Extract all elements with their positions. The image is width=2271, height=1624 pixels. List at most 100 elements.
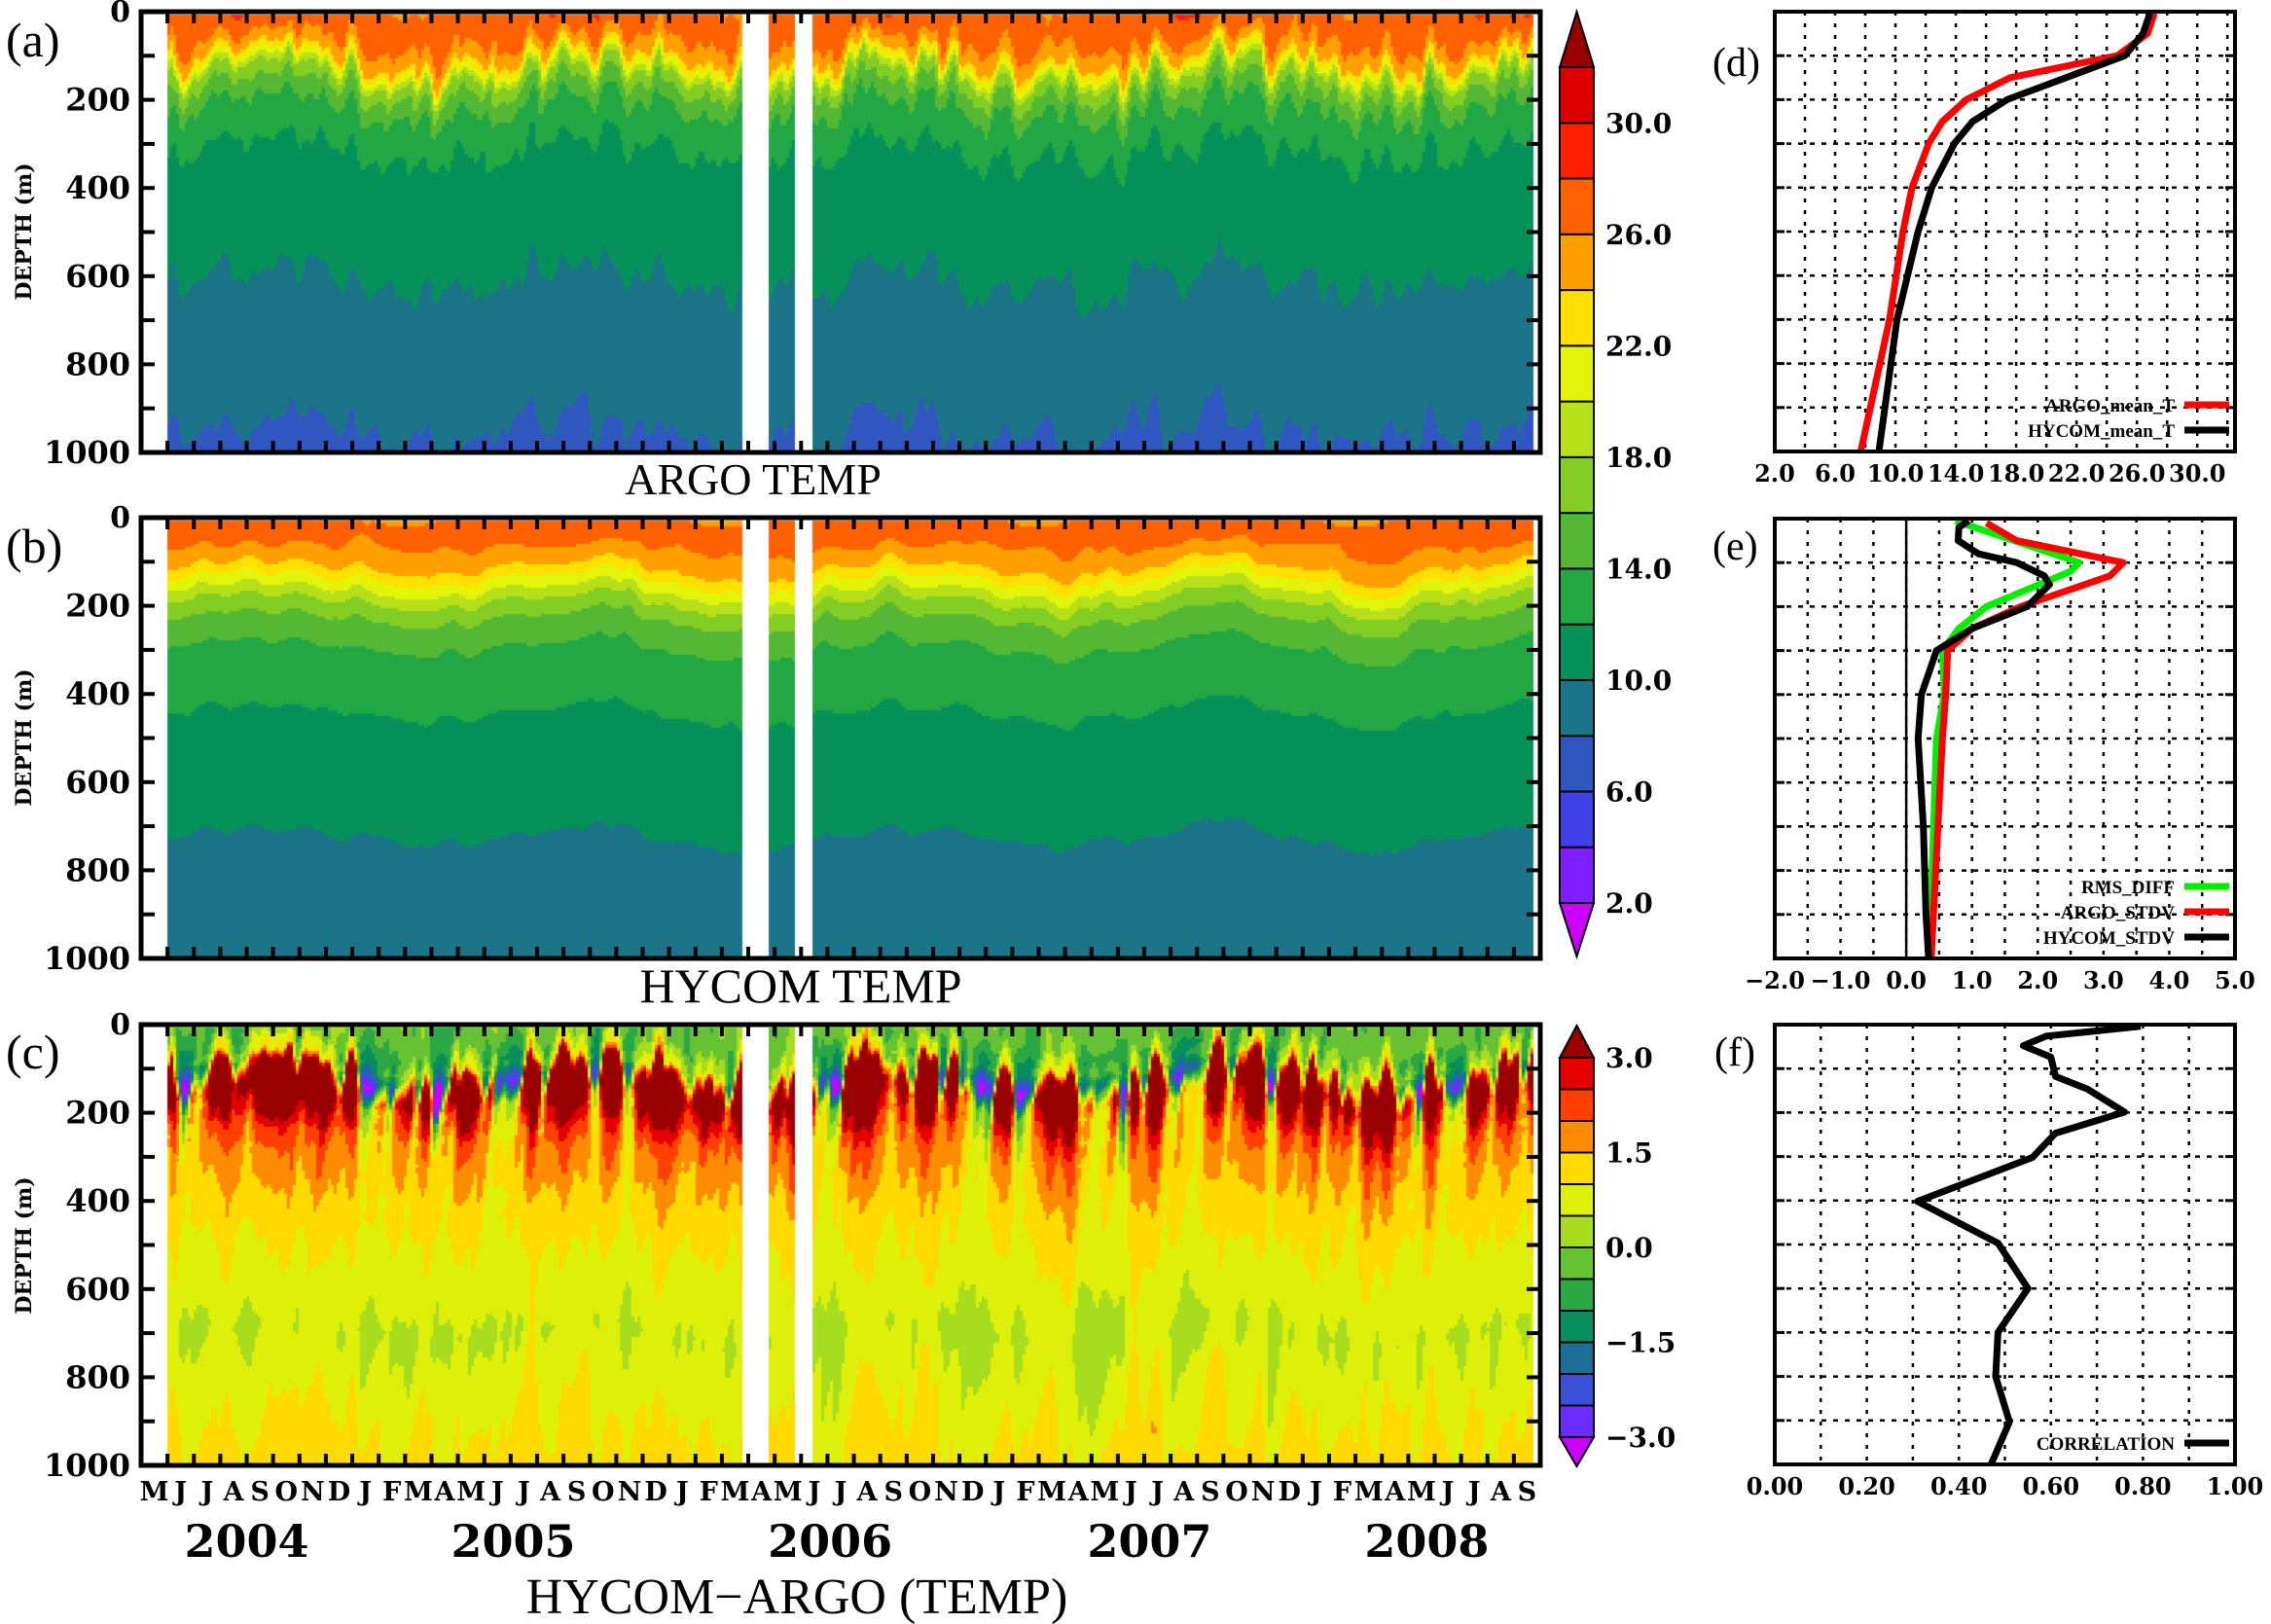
depth-tick-label: 800 — [65, 345, 130, 382]
depth-tick-label: 1000 — [44, 940, 130, 977]
x-tick-label: 0.80 — [2114, 1472, 2171, 1500]
depth-tick-label: 800 — [65, 851, 130, 888]
month-label: A — [1384, 1477, 1406, 1507]
temp-colorbar-min-triangle — [1558, 902, 1596, 960]
series-line-hycom-stdv — [1914, 518, 2053, 959]
month-label: O — [909, 1477, 932, 1507]
temp-colorbar-label: 2.0 — [1605, 887, 1653, 920]
month-label: J — [489, 1477, 504, 1507]
temp-colorbar-band — [1559, 177, 1595, 235]
diff-colorbar-band — [1559, 1341, 1595, 1375]
diff-colorbar-label: −3.0 — [1605, 1422, 1676, 1454]
depth-tick-label: 0 — [110, 501, 130, 535]
x-tick-label: 1.0 — [1952, 966, 1993, 994]
x-tick-label: 14.0 — [1928, 459, 1984, 487]
x-tick-label: 30.0 — [2169, 459, 2225, 487]
temp-colorbar-band — [1559, 233, 1595, 292]
x-tick-label: 22.0 — [2048, 459, 2105, 487]
depth-axis-label-a: DEPTH (m) — [12, 162, 37, 300]
panel-label-e: (e) — [1712, 524, 1758, 569]
temp-colorbar-label: 22.0 — [1605, 330, 1672, 362]
x-tick-label: 0.60 — [2023, 1472, 2079, 1500]
month-label: S — [250, 1477, 270, 1507]
temp-colorbar-label: 26.0 — [1605, 219, 1672, 251]
month-label: F — [1333, 1477, 1352, 1507]
depth-tick-label: 400 — [65, 169, 130, 206]
temp-colorbar-band — [1559, 400, 1595, 458]
diff-colorbar-band — [1559, 1057, 1595, 1091]
month-label: N — [934, 1477, 958, 1507]
series-line-rms-diff — [1926, 517, 2083, 959]
x-tick-label: 6.0 — [1815, 459, 1856, 487]
legend-label: ARGO_STDV — [2061, 903, 2175, 923]
temp-colorbar-band — [1559, 512, 1595, 570]
month-label: F — [1016, 1477, 1034, 1507]
year-label: 2007 — [1087, 1515, 1211, 1568]
diff-colorbar-label: 0.0 — [1605, 1232, 1653, 1264]
month-label: S — [1518, 1477, 1537, 1507]
month-label: A — [856, 1477, 879, 1507]
temp-colorbar-band — [1559, 344, 1595, 403]
month-label: J — [172, 1477, 187, 1507]
x-tick-label: 3.0 — [2083, 966, 2124, 994]
month-label: J — [991, 1477, 1005, 1507]
panel-label-b: (b) — [6, 519, 62, 573]
month-label: M — [1407, 1477, 1436, 1507]
temp-colorbar-band — [1559, 790, 1595, 848]
diff-colorbar-max-triangle — [1558, 1023, 1596, 1059]
title-hycom-temp: HYCOM TEMP — [639, 958, 961, 1013]
legend-label: CORRELATION — [2037, 1434, 2175, 1455]
month-label: J — [1466, 1477, 1481, 1507]
x-tick-label: 18.0 — [1988, 459, 2044, 487]
diff-colorbar-band — [1559, 1214, 1595, 1248]
month-label: O — [592, 1477, 615, 1507]
month-label: A — [222, 1477, 244, 1507]
month-label: M — [404, 1477, 433, 1507]
depth-tick-label: 600 — [65, 764, 130, 801]
depth-tick-label: 0 — [110, 0, 130, 29]
year-label: 2005 — [451, 1515, 576, 1568]
diff-colorbar-label: −1.5 — [1605, 1327, 1676, 1359]
diff-colorbar-band — [1559, 1088, 1595, 1122]
depth-tick-label: 200 — [65, 1095, 130, 1132]
month-label: F — [700, 1477, 718, 1507]
x-tick-label: −1.0 — [1811, 966, 1871, 994]
temp-colorbar-band — [1559, 567, 1595, 626]
month-label: A — [1490, 1477, 1512, 1507]
x-tick-label: 10.0 — [1867, 459, 1924, 487]
month-label: M — [774, 1477, 803, 1507]
legend-label: ARGO_mean_T — [2045, 396, 2175, 416]
month-label: J — [1149, 1477, 1164, 1507]
month-label: J — [357, 1477, 372, 1507]
month-label: M — [140, 1477, 169, 1507]
temp-colorbar-band — [1559, 289, 1595, 347]
diff-colorbar-band — [1559, 1120, 1595, 1154]
plot-frame-f — [1773, 1023, 2237, 1466]
temp-colorbar-band — [1559, 455, 1595, 515]
month-label: J — [198, 1477, 213, 1507]
diff-colorbar-band — [1559, 1151, 1595, 1185]
month-label: S — [567, 1477, 587, 1507]
month-label: M — [456, 1477, 486, 1507]
plot-frame-b — [138, 515, 1543, 961]
x-tick-label: 1.00 — [2207, 1472, 2263, 1500]
x-tick-label: 0.20 — [1838, 1472, 1894, 1500]
month-label: J — [806, 1477, 820, 1507]
temp-colorbar-band — [1559, 678, 1595, 738]
depth-tick-label: 400 — [65, 1182, 130, 1219]
panel-label-d: (d) — [1712, 41, 1760, 86]
month-label: S — [1201, 1477, 1220, 1507]
diff-colorbar-band — [1559, 1246, 1595, 1281]
month-label: A — [434, 1477, 456, 1507]
diff-colorbar-min-triangle — [1558, 1436, 1596, 1468]
heatmap-argo-temp — [141, 12, 1540, 452]
temp-colorbar-label: 30.0 — [1605, 107, 1672, 139]
heatmap-hycom-temp — [141, 518, 1540, 958]
month-label: M — [721, 1477, 750, 1507]
x-tick-label: 26.0 — [2109, 459, 2165, 487]
diff-colorbar-band — [1559, 1310, 1595, 1344]
plot-frame-c — [138, 1022, 1543, 1468]
depth-tick-label: 600 — [65, 1271, 130, 1308]
